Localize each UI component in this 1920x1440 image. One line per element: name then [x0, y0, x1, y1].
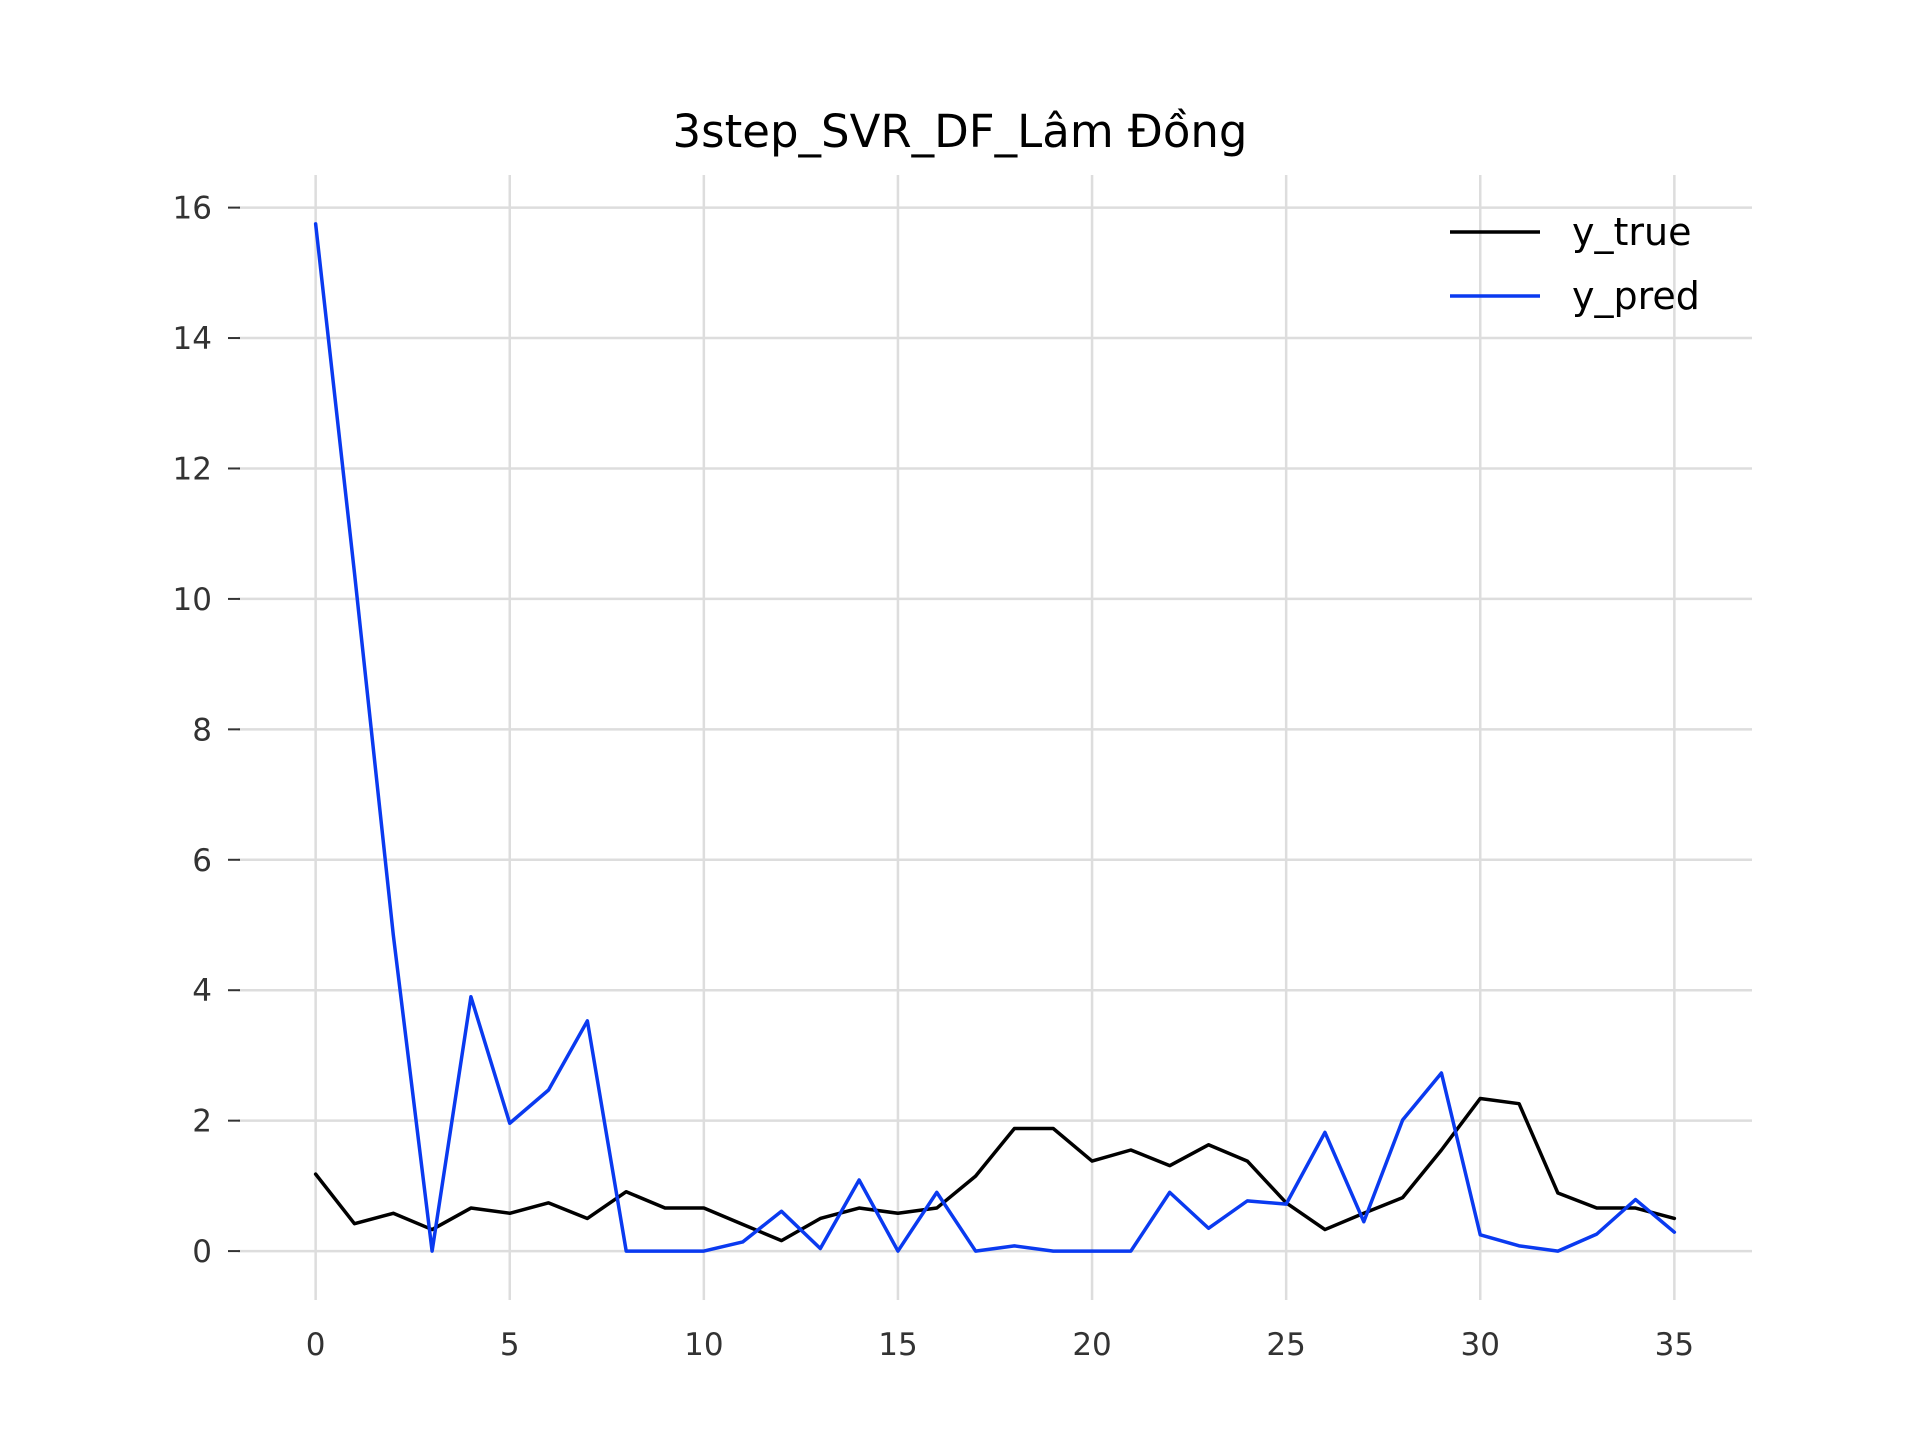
x-tick-label: 5 — [500, 1327, 520, 1363]
series-line-y-true — [313, 1096, 1677, 1243]
x-tick-label: 20 — [1072, 1327, 1111, 1363]
x-tick-label: 0 — [306, 1327, 326, 1363]
y-tick-label: 14 — [173, 321, 212, 357]
y-tick-label: 4 — [192, 973, 212, 1009]
y-tick-label: 16 — [173, 191, 212, 227]
chart-title: 3step_SVR_DF_Lâm Đồng — [673, 105, 1248, 158]
series-lines — [313, 222, 1677, 1253]
x-tick-label: 15 — [878, 1327, 917, 1363]
x-tick-label: 25 — [1266, 1327, 1305, 1363]
legend-label-y-pred: y_pred — [1572, 274, 1700, 318]
legend-label-y-true: y_true — [1572, 210, 1691, 254]
y-tick-label: 10 — [173, 582, 212, 618]
y-tick-label: 0 — [192, 1234, 212, 1270]
x-tick-label: 10 — [684, 1327, 723, 1363]
axis-ticks: 0 5 10 15 20 25 30 35 0 2 4 6 8 10 12 14 16 — [173, 191, 1695, 1363]
x-tick-label: 30 — [1461, 1327, 1500, 1363]
series-line-y-pred — [313, 222, 1677, 1253]
legend: y_true y_pred — [1450, 210, 1700, 318]
grid — [238, 175, 1752, 1300]
y-tick-label: 12 — [173, 451, 212, 487]
y-tick-label: 6 — [192, 843, 212, 879]
y-tick-label: 2 — [192, 1104, 212, 1140]
x-tick-label: 35 — [1655, 1327, 1694, 1363]
y-tick-label: 8 — [192, 712, 212, 748]
